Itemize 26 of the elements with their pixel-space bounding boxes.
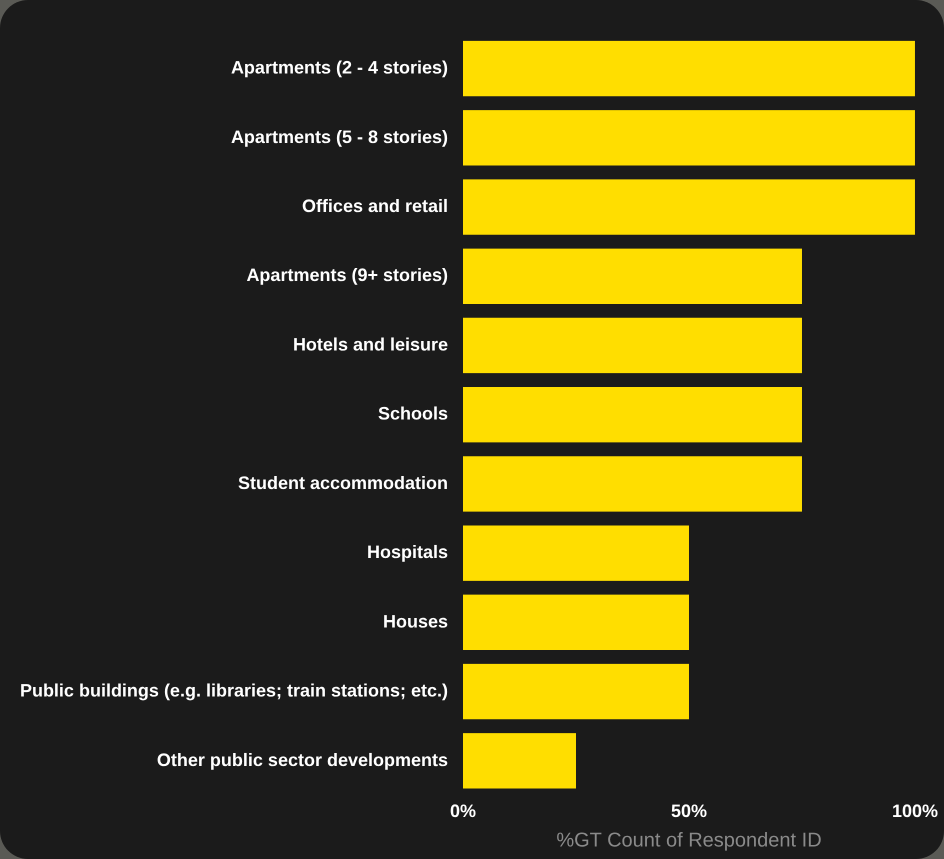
y-tick-label: Public buildings (e.g. libraries; train stations; etc.) bbox=[20, 680, 448, 701]
y-tick-label: Student accommodation bbox=[238, 472, 448, 493]
x-tick-label: 100% bbox=[892, 801, 938, 822]
y-tick-label: Offices and retail bbox=[302, 196, 448, 216]
y-tick-label: Apartments (2 - 4 stories) bbox=[230, 58, 448, 78]
bar bbox=[463, 594, 689, 650]
y-tick-label: Houses bbox=[382, 611, 448, 632]
bar bbox=[463, 733, 576, 788]
bar bbox=[463, 248, 802, 304]
y-tick-label: Apartments (5 - 8 stories) bbox=[230, 126, 448, 147]
x-axis-title: %GT Count of Respondent ID bbox=[556, 830, 822, 852]
bar bbox=[463, 525, 689, 581]
bar bbox=[463, 387, 802, 442]
bar bbox=[463, 179, 915, 235]
y-tick-label: Apartments (9+ stories) bbox=[246, 265, 448, 286]
y-tick-label: Schools bbox=[378, 404, 448, 424]
bar bbox=[463, 664, 689, 720]
y-tick-label: Hospitals bbox=[366, 542, 448, 562]
bar bbox=[463, 456, 802, 512]
bar bbox=[463, 110, 915, 166]
y-tick-label: Hotels and leisure bbox=[292, 334, 448, 354]
x-tick-label: 50% bbox=[670, 801, 708, 822]
bar bbox=[463, 318, 802, 374]
x-tick-label: 0% bbox=[450, 801, 476, 822]
y-tick-label: Other public sector developments bbox=[156, 750, 448, 770]
bar bbox=[463, 40, 915, 96]
